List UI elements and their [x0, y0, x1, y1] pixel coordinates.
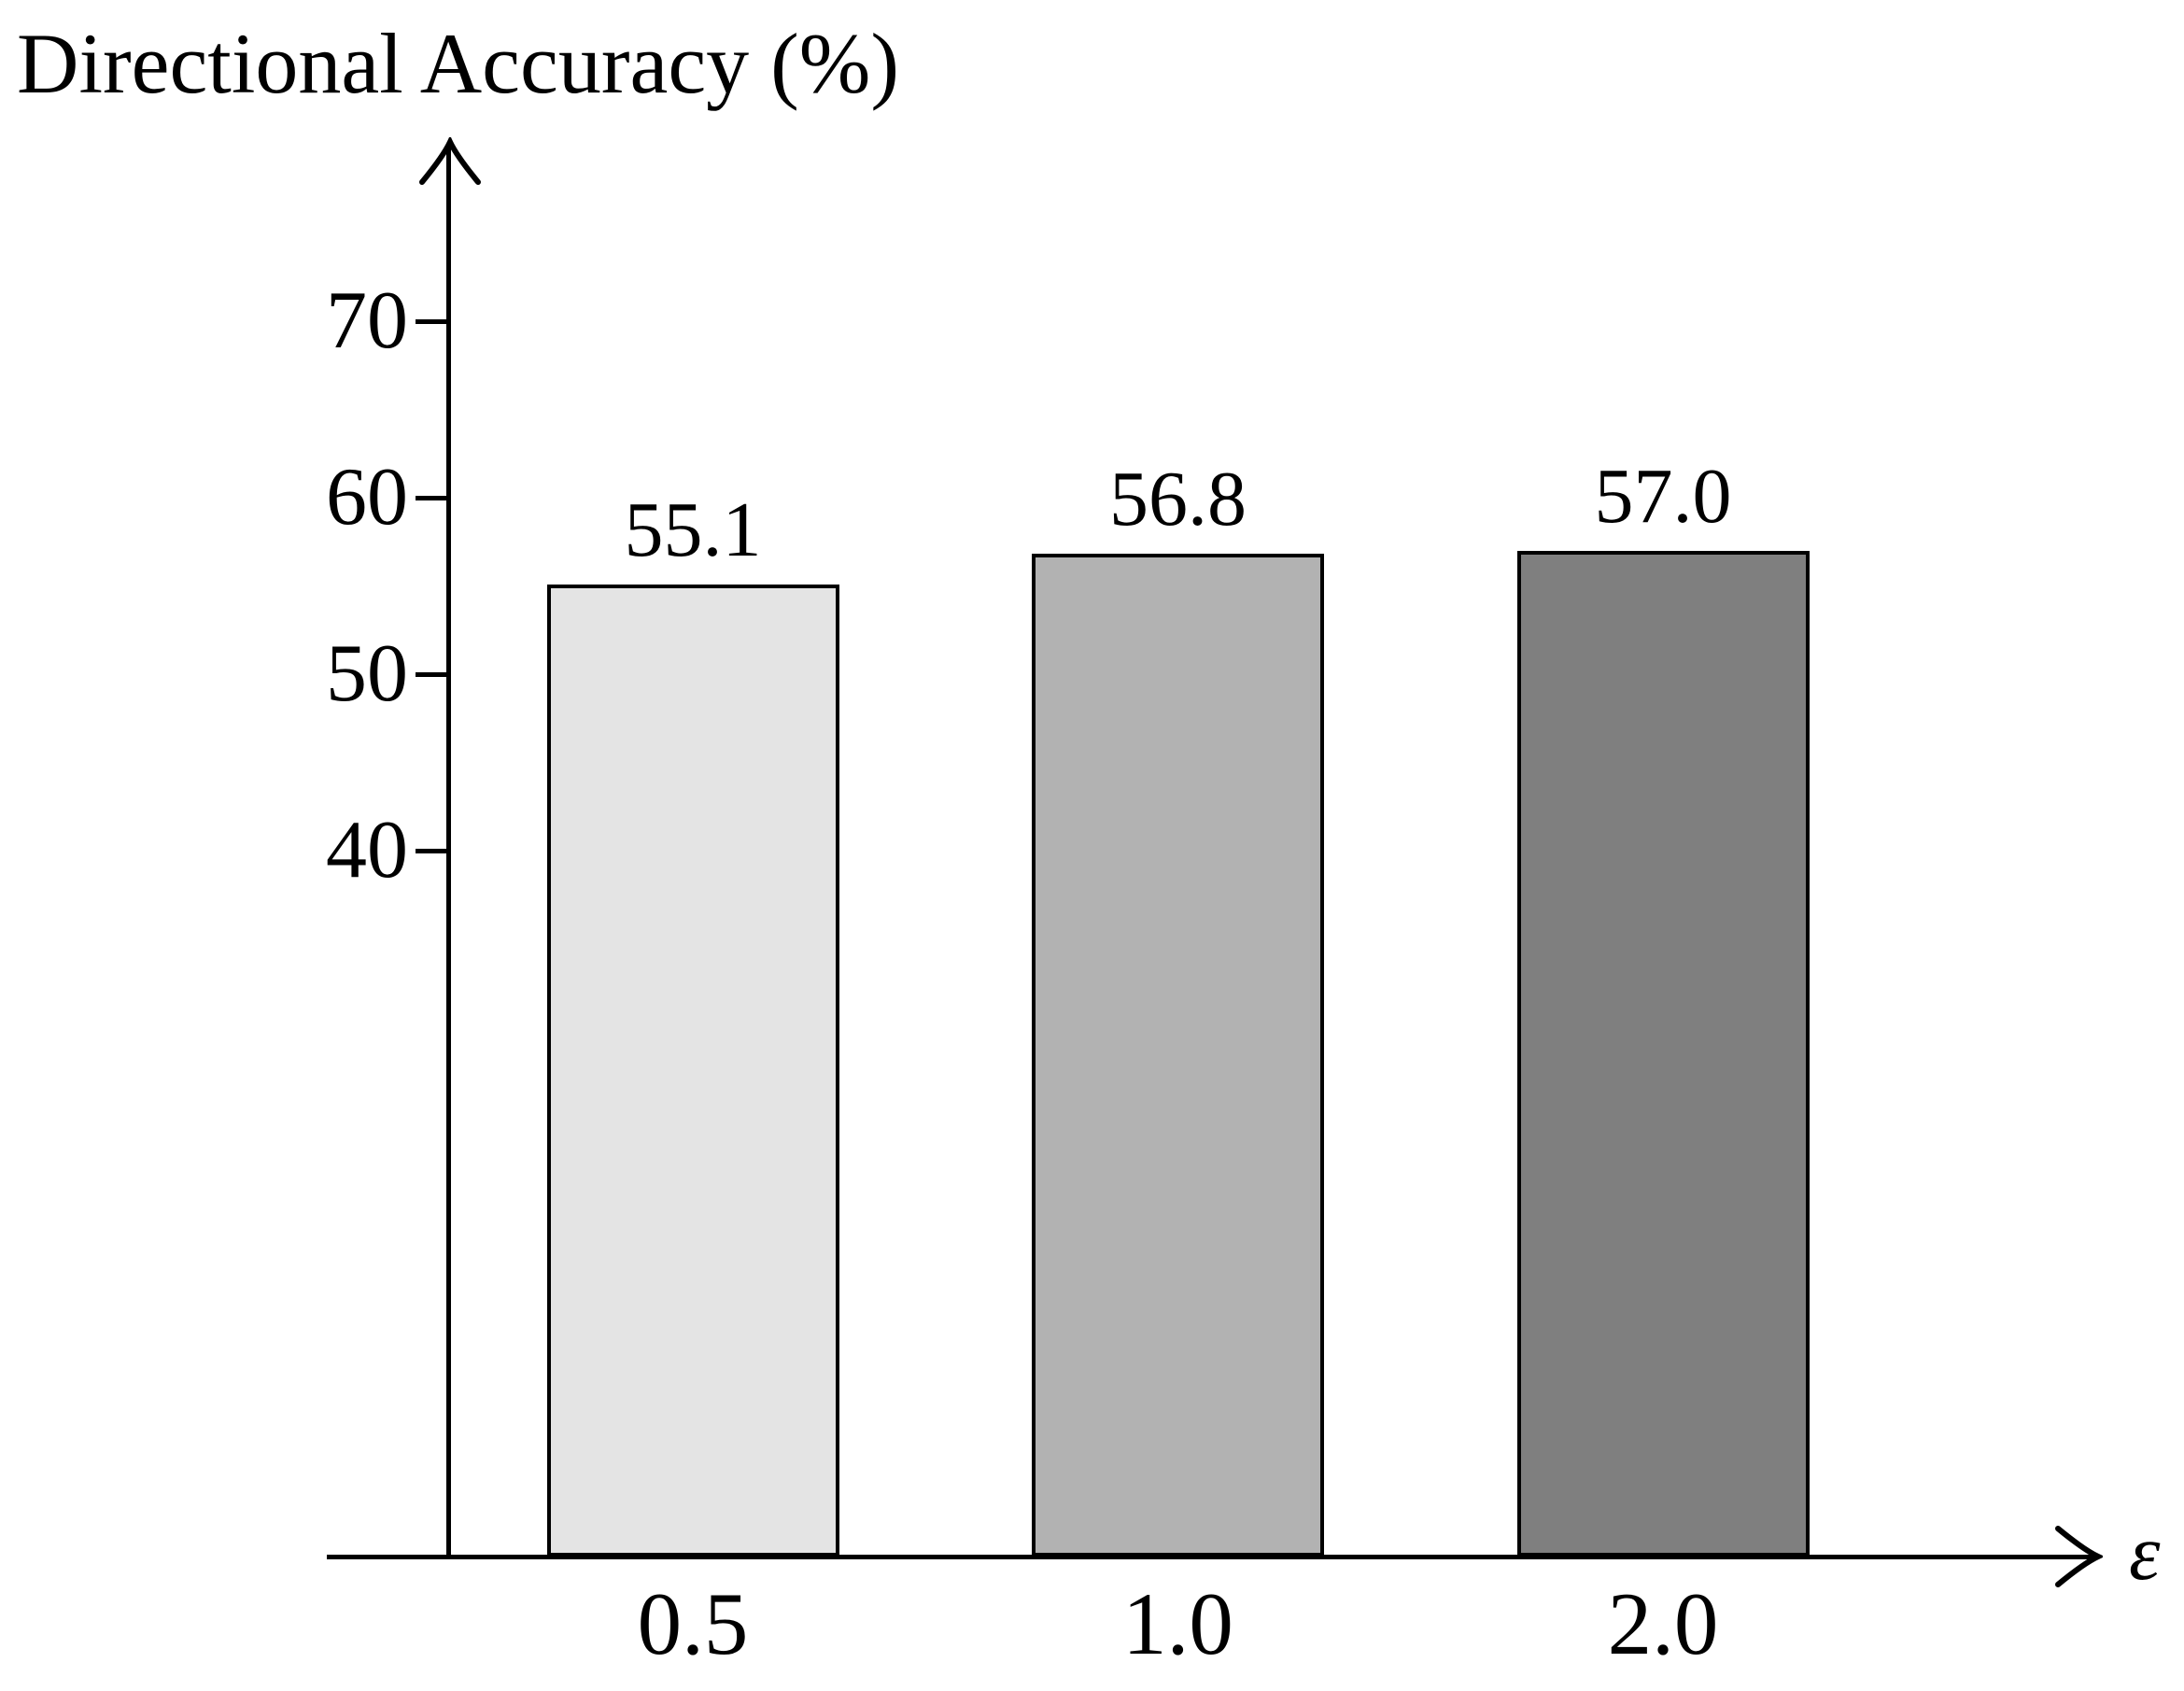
y-tick-mark — [416, 671, 448, 677]
y-axis-arrowhead-icon — [419, 137, 481, 185]
x-axis-arrowhead-icon — [2055, 1526, 2103, 1587]
y-tick-label: 50 — [326, 628, 408, 719]
y-axis-line — [446, 148, 451, 1559]
bar-1.0 — [1032, 554, 1324, 1557]
x-axis-line — [327, 1555, 2099, 1559]
y-tick-label: 40 — [326, 805, 408, 895]
y-tick-mark — [416, 848, 448, 853]
x-axis-label: ε — [2129, 1509, 2161, 1598]
bar-value-label: 55.1 — [624, 486, 762, 573]
bar-value-label: 56.8 — [1109, 456, 1247, 543]
y-tick-label: 70 — [326, 275, 408, 366]
y-tick-mark — [416, 495, 448, 500]
y-tick-mark — [416, 318, 448, 324]
bar-0.5 — [546, 584, 839, 1557]
chart-title: Directional Accuracy (%) — [17, 16, 900, 111]
bar-value-label: 57.0 — [1594, 452, 1732, 540]
bar-2.0 — [1516, 550, 1810, 1557]
x-tick-label: 2.0 — [1607, 1574, 1719, 1673]
x-tick-label: 1.0 — [1122, 1574, 1233, 1673]
x-tick-label: 0.5 — [637, 1574, 749, 1673]
y-tick-label: 60 — [326, 452, 408, 543]
